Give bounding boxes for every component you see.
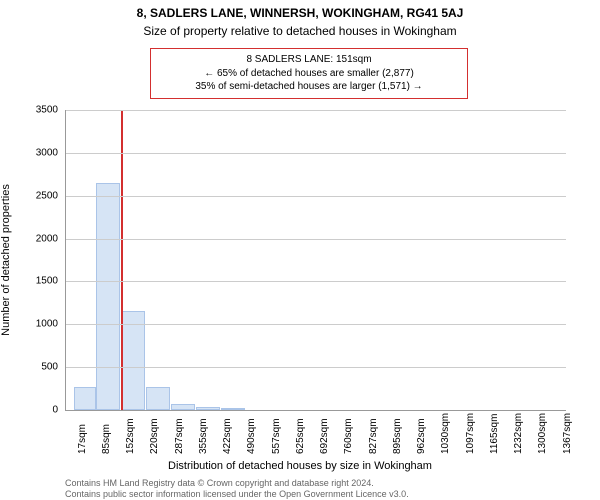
gridline xyxy=(66,110,566,111)
x-tick-label: 1300sqm xyxy=(537,413,548,454)
x-tick-label: 760sqm xyxy=(343,418,354,454)
y-tick-label: 1500 xyxy=(18,276,58,287)
y-tick-label: 1000 xyxy=(18,319,58,330)
x-tick-label: 220sqm xyxy=(149,418,160,454)
chart-area xyxy=(65,110,566,411)
reference-marker xyxy=(121,110,123,410)
histogram-bar xyxy=(221,408,245,410)
y-tick-labels: 0500100015002000250030003500 xyxy=(0,110,60,410)
annotation-line-3: 35% of semi-detached houses are larger (… xyxy=(159,80,459,94)
y-tick-label: 0 xyxy=(18,405,58,416)
x-tick-label: 85sqm xyxy=(101,424,112,454)
footnote: Contains HM Land Registry data © Crown c… xyxy=(65,478,409,500)
histogram-bar xyxy=(121,311,145,410)
x-tick-label: 1232sqm xyxy=(513,413,524,454)
title-main: 8, SADLERS LANE, WINNERSH, WOKINGHAM, RG… xyxy=(0,6,600,20)
y-tick-label: 3000 xyxy=(18,147,58,158)
x-tick-label: 895sqm xyxy=(392,418,403,454)
x-tick-label: 490sqm xyxy=(246,418,257,454)
x-tick-label: 692sqm xyxy=(319,418,330,454)
x-tick-label: 355sqm xyxy=(198,418,209,454)
x-tick-label: 17sqm xyxy=(77,424,88,454)
histogram-bar xyxy=(74,387,97,410)
histogram-bar xyxy=(196,407,220,410)
y-tick-label: 2500 xyxy=(18,190,58,201)
histogram-bar xyxy=(96,183,120,410)
gridline xyxy=(66,281,566,282)
gridline xyxy=(66,239,566,240)
footnote-line-1: Contains HM Land Registry data © Crown c… xyxy=(65,478,409,489)
gridline xyxy=(66,367,566,368)
x-tick-label: 422sqm xyxy=(222,418,233,454)
x-tick-label: 625sqm xyxy=(295,418,306,454)
x-tick-label: 1097sqm xyxy=(465,413,476,454)
histogram-bar xyxy=(146,387,170,410)
footnote-line-2: Contains public sector information licen… xyxy=(65,489,409,500)
x-tick-label: 1367sqm xyxy=(562,413,573,454)
x-tick-label: 287sqm xyxy=(174,418,185,454)
y-tick-label: 2000 xyxy=(18,233,58,244)
gridline xyxy=(66,196,566,197)
annotation-line-1: 8 SADLERS LANE: 151sqm xyxy=(159,53,459,67)
x-tick-label: 1165sqm xyxy=(489,414,500,454)
x-tick-label: 557sqm xyxy=(271,418,282,454)
x-tick-labels: 17sqm 85sqm 152sqm 220sqm 287sqm 355sqm 422sqm… xyxy=(65,412,565,462)
gridline xyxy=(66,153,566,154)
annotation-box: 8 SADLERS LANE: 151sqm ← 65% of detached… xyxy=(150,48,468,99)
gridline xyxy=(66,324,566,325)
annotation-line-2: ← 65% of detached houses are smaller (2,… xyxy=(159,67,459,81)
x-tick-label: 152sqm xyxy=(125,418,136,454)
title-sub: Size of property relative to detached ho… xyxy=(0,24,600,38)
x-tick-label: 827sqm xyxy=(368,418,379,454)
x-tick-label: 1030sqm xyxy=(440,413,451,454)
histogram-bar xyxy=(171,404,195,410)
y-tick-label: 3500 xyxy=(18,105,58,116)
x-axis-label: Distribution of detached houses by size … xyxy=(0,460,600,472)
x-tick-label: 962sqm xyxy=(416,418,427,454)
y-tick-label: 500 xyxy=(18,362,58,373)
